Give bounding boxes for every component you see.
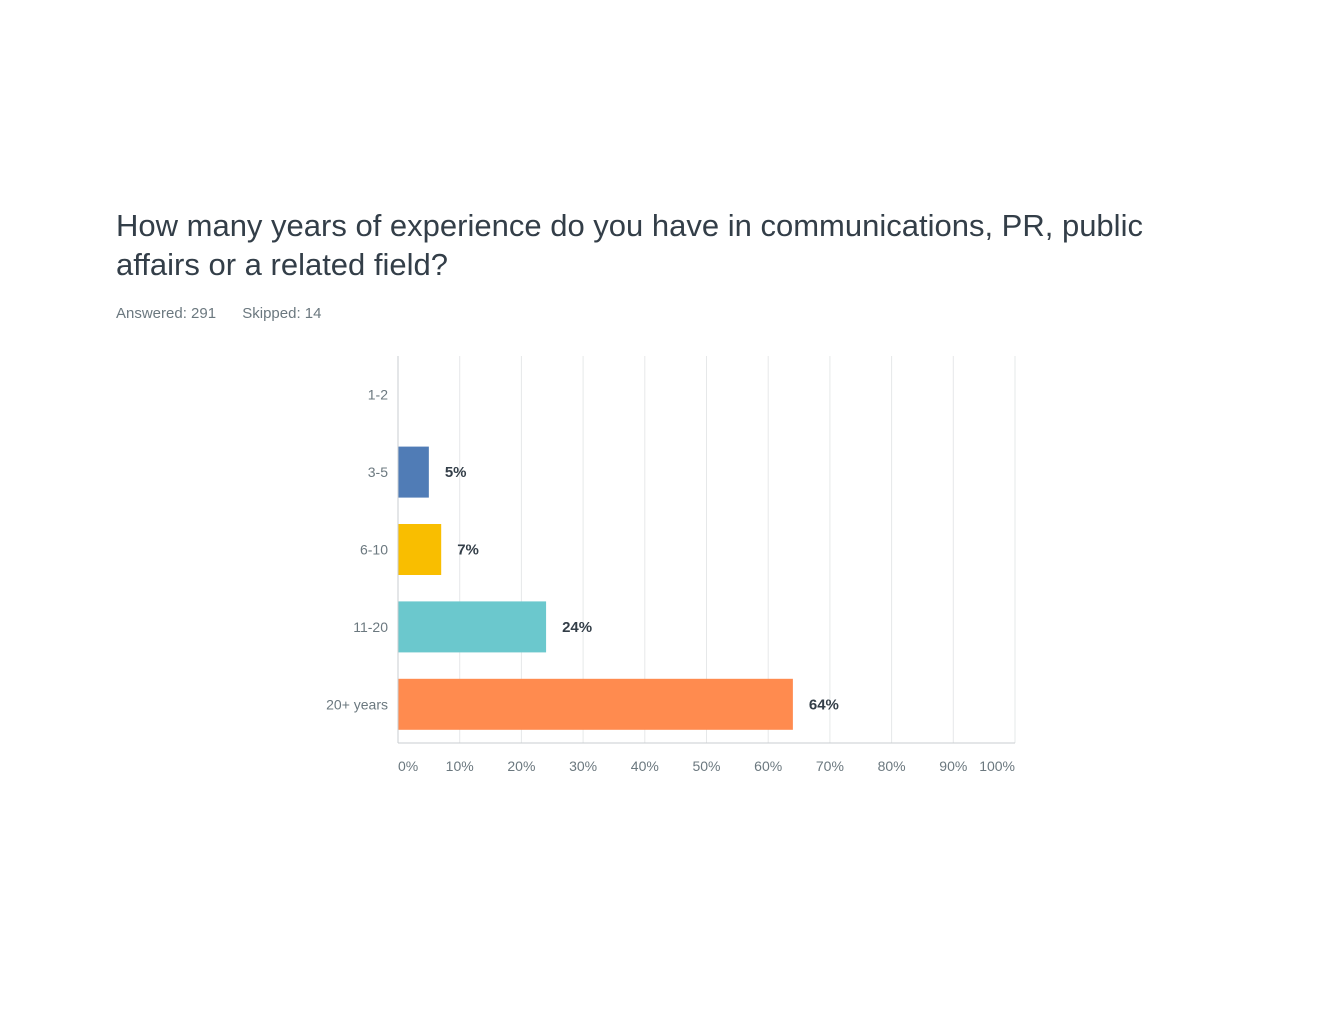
value-label: 64% (809, 696, 839, 713)
category-label: 1-2 (368, 387, 388, 403)
skipped-count: Skipped: 14 (242, 305, 322, 322)
value-label: 7% (457, 542, 479, 559)
category-label: 3-5 (368, 464, 388, 480)
value-label: 24% (562, 619, 592, 636)
category-label: 11-20 (353, 619, 388, 635)
answered-count: Answered: 291 (116, 305, 217, 322)
response-stats: Answered: 291 Skipped: 14 (116, 305, 343, 322)
x-tick-label: 80% (878, 758, 906, 774)
bar (398, 446, 429, 498)
x-tick-label: 10% (446, 758, 474, 774)
bar (398, 678, 793, 730)
axis-layer: 0% 10% 20% 30% 40% 50% 60% 70% 80% 90% 100% (397, 356, 1015, 774)
bar (398, 524, 442, 575)
bar (398, 601, 547, 653)
category-label: 20+ years (326, 696, 388, 712)
bar-layer (398, 446, 793, 730)
x-tick-label: 30% (569, 758, 597, 774)
x-tick-label: 100% (979, 758, 1015, 774)
x-tick-label: 90% (939, 758, 967, 774)
x-tick-label: 70% (816, 758, 844, 774)
x-tick-label: 50% (692, 758, 720, 774)
value-label: 5% (445, 464, 467, 481)
x-tick-label: 40% (631, 758, 659, 774)
x-tick-label: 0% (398, 758, 418, 774)
x-tick-label: 60% (754, 758, 782, 774)
label-layer: 1-2 3-5 5% 6-10 7% 11-20 24% 20+ years 64% (326, 387, 839, 714)
category-label: 6-10 (360, 542, 388, 558)
x-tick-label: 20% (507, 758, 535, 774)
grid-layer (459, 356, 1016, 743)
question-title: How many years of experience do you have… (116, 208, 1143, 282)
